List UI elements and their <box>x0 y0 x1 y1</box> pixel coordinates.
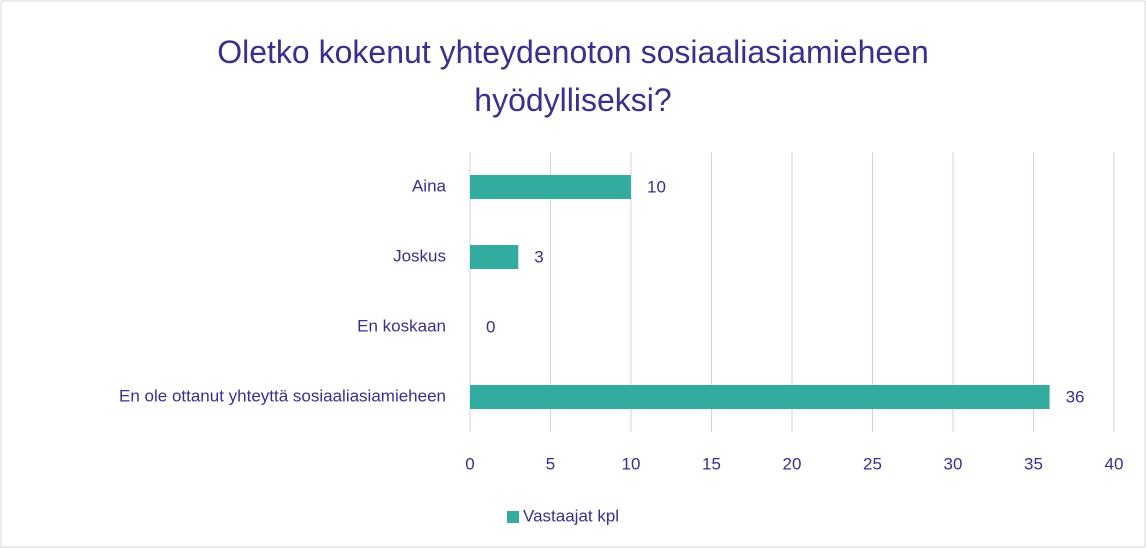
data-label: 0 <box>486 317 495 336</box>
legend-swatch <box>507 511 519 523</box>
x-tick-label: 5 <box>546 454 555 473</box>
data-label: 36 <box>1066 387 1085 406</box>
bar <box>470 385 1050 409</box>
x-tick-label: 20 <box>783 454 802 473</box>
y-tick-label: Joskus <box>393 246 446 265</box>
data-label: 3 <box>534 247 543 266</box>
x-tick-label: 10 <box>622 454 641 473</box>
x-tick-label: 35 <box>1024 454 1043 473</box>
x-tick-label: 30 <box>944 454 963 473</box>
x-tick-label: 15 <box>702 454 721 473</box>
data-label: 10 <box>647 177 666 196</box>
y-tick-label: Aina <box>412 176 447 195</box>
x-tick-label: 0 <box>465 454 474 473</box>
x-tick-label: 40 <box>1105 454 1124 473</box>
y-tick-label: En ole ottanut yhteyttä sosiaaliasiamieh… <box>119 386 446 405</box>
y-tick-label: En koskaan <box>357 316 446 335</box>
legend-label: Vastaajat kpl <box>523 506 619 525</box>
bar <box>470 245 519 269</box>
x-tick-label: 25 <box>863 454 882 473</box>
bar <box>470 175 631 199</box>
chart-title: Oletko kokenut yhteydenoton sosiaaliasia… <box>217 34 929 118</box>
